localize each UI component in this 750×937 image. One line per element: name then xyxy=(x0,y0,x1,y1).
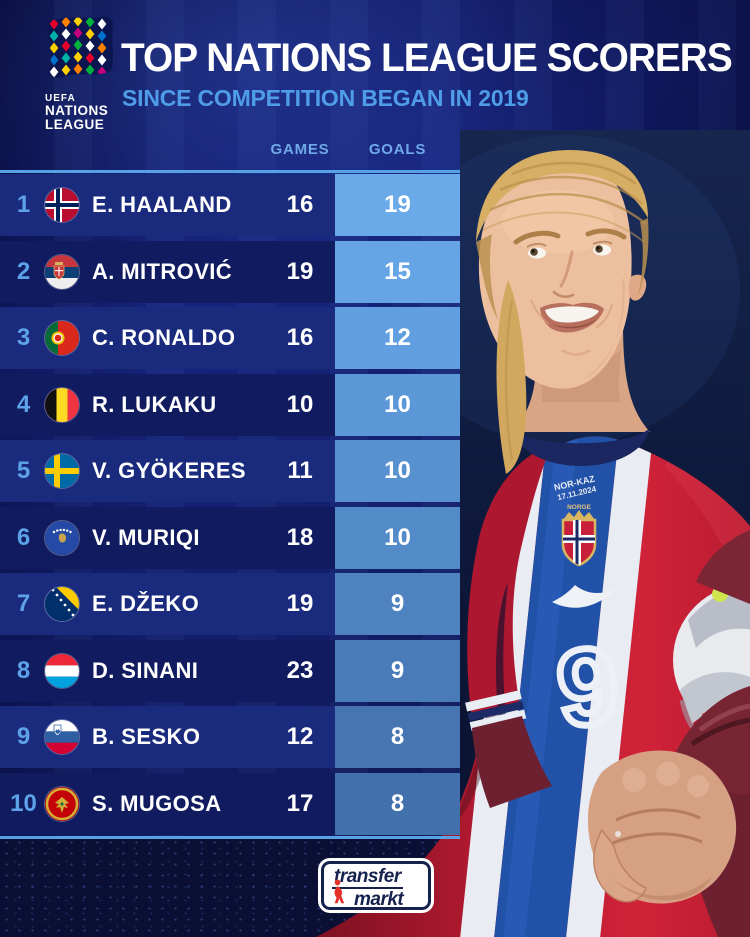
player-name: E. HAALAND xyxy=(92,192,232,217)
rank-label: 7 xyxy=(16,590,31,617)
transfermarkt-logo: transfer markt xyxy=(321,861,431,910)
player-name: R. LUKAKU xyxy=(92,391,217,417)
player-name: D. SINANI xyxy=(92,657,199,683)
logo-line-league: LEAGUE xyxy=(45,117,104,132)
player-name: C. RONALDO xyxy=(92,325,236,350)
rank-label: 4 xyxy=(16,390,31,418)
player-name: E. DŽEKO xyxy=(92,591,200,616)
rank-label: 8 xyxy=(16,656,31,684)
player-name: V. GYÖKERES xyxy=(92,458,246,483)
header: UEFA NATIONS LEAGUE TOP NATIONS LEAGUE S… xyxy=(0,0,750,134)
wrist-bracelet xyxy=(698,703,750,732)
page-title: TOP NATIONS LEAGUE SCORERS xyxy=(121,36,733,80)
hand-fist xyxy=(587,750,737,904)
player-name: S. MUGOSA xyxy=(92,790,222,816)
hair xyxy=(476,150,648,242)
flag-sweden-icon xyxy=(45,454,79,488)
jersey-number: 9 xyxy=(552,624,622,750)
rank-label: 9 xyxy=(16,723,31,750)
jersey-left-sleeve xyxy=(467,444,552,718)
uefa-nations-league-logo: UEFA NATIONS LEAGUE xyxy=(45,16,114,132)
logo-line-uefa: UEFA xyxy=(45,93,76,104)
player-name: V. MURIQI xyxy=(92,524,200,550)
player-name: B. SESKO xyxy=(92,724,201,749)
flag-mosaic xyxy=(47,16,114,79)
player-photo-haaland: NOR-KAZ 17.11.2024 NORGE 9 xyxy=(316,130,750,937)
swoosh-icon xyxy=(552,585,618,608)
flag-montenegro-icon xyxy=(45,786,79,821)
flag-bosnia-icon xyxy=(45,587,79,621)
flag-slovenia-icon xyxy=(45,720,79,754)
player-name: A. MITROVIĆ xyxy=(92,258,233,284)
kicker-figure-icon xyxy=(334,879,345,904)
jersey-collar xyxy=(512,428,650,466)
flag-belgium-icon xyxy=(45,387,79,422)
rank-label: 3 xyxy=(16,324,31,351)
rank-label: 1 xyxy=(16,191,31,218)
brand-word-markt: markt xyxy=(354,889,404,910)
flag-norway-icon xyxy=(45,188,79,222)
norway-crest: NORGE xyxy=(561,504,597,567)
rank-label: 5 xyxy=(16,457,31,484)
rank-label: 6 xyxy=(16,523,31,551)
crest-label: NORGE xyxy=(567,504,592,511)
hair-strand xyxy=(496,280,527,474)
flag-luxembourg-icon xyxy=(45,653,79,688)
rank-label: 10 xyxy=(10,789,37,817)
flag-portugal-icon xyxy=(45,321,79,355)
page-subtitle: SINCE COMPETITION BEGAN IN 2019 xyxy=(122,85,529,111)
flag-kosovo-icon xyxy=(45,520,79,555)
flag-serbia-icon xyxy=(45,254,79,289)
rank-label: 2 xyxy=(16,257,31,285)
logo-line-nations: NATIONS xyxy=(45,103,108,118)
brand-word-transfer: transfer xyxy=(332,866,403,889)
